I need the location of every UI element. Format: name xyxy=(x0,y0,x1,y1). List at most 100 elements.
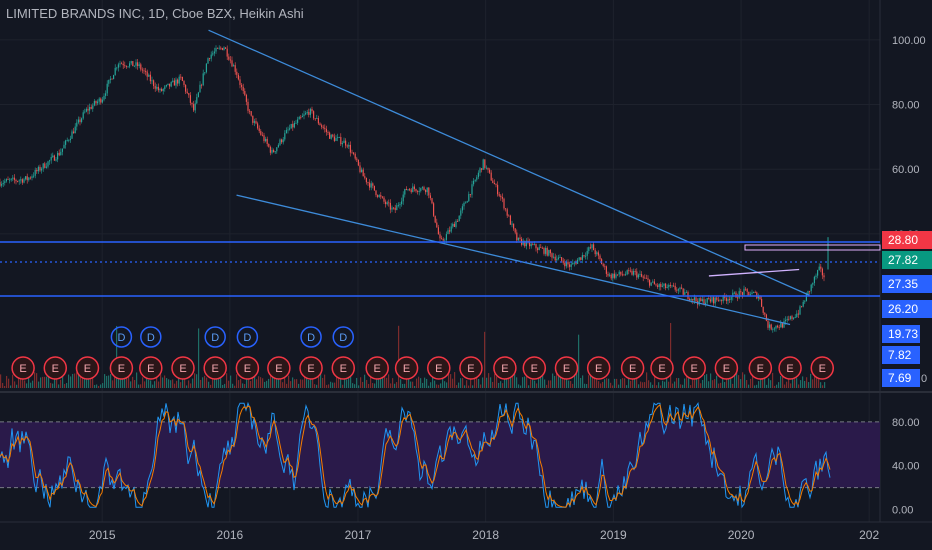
candle-body xyxy=(215,48,217,52)
volume-bar xyxy=(252,375,254,388)
volume-bar xyxy=(664,381,666,388)
candle-body xyxy=(786,318,788,321)
candle-body xyxy=(775,325,777,329)
volume-bar xyxy=(442,375,444,388)
price-label: 26.20 xyxy=(888,302,918,316)
candle-body xyxy=(71,131,73,139)
volume-bar xyxy=(32,380,34,388)
candle-body xyxy=(495,184,497,185)
volume-bar xyxy=(634,374,636,388)
volume-bar xyxy=(148,379,150,388)
candle-body xyxy=(76,122,78,127)
candle-body xyxy=(356,158,358,160)
volume-bar xyxy=(722,377,724,388)
earnings-marker xyxy=(586,356,611,380)
volume-bar xyxy=(488,373,490,388)
volume-bar xyxy=(590,373,592,388)
candle-body xyxy=(761,299,763,307)
candle-body xyxy=(777,325,779,328)
candle-body xyxy=(245,94,247,102)
candle-body xyxy=(797,313,799,315)
candle-body xyxy=(170,81,172,87)
volume-bar xyxy=(214,374,216,388)
volume-bar xyxy=(452,378,454,388)
candle-body xyxy=(794,317,796,318)
earnings-marker xyxy=(459,356,483,380)
candle-body xyxy=(689,298,691,301)
volume-bar xyxy=(286,383,288,388)
candle-body xyxy=(258,128,260,132)
candle-body xyxy=(505,208,507,210)
candle-body xyxy=(455,221,457,227)
candle-body xyxy=(463,202,465,207)
volume-bar xyxy=(290,381,292,388)
volume-bar xyxy=(386,377,388,388)
volume-bar xyxy=(458,382,460,388)
candle-body xyxy=(434,215,436,223)
volume-bar xyxy=(60,379,62,388)
x-tick-label: 2018 xyxy=(472,528,499,542)
candle-body xyxy=(498,194,500,196)
volume-bar xyxy=(256,379,258,388)
candle-body xyxy=(700,298,702,301)
candle-body xyxy=(284,133,286,140)
volume-bar xyxy=(534,380,536,388)
candle-body xyxy=(665,283,667,289)
volume-bar xyxy=(790,383,792,388)
volume-bar xyxy=(476,372,478,388)
earnings-marker-label: E xyxy=(501,363,508,375)
candle-body xyxy=(69,138,71,141)
candle-body xyxy=(50,156,52,161)
candle-body xyxy=(810,284,812,292)
candle-body xyxy=(202,73,204,86)
volume-bar xyxy=(14,381,16,388)
candle-body xyxy=(252,115,254,123)
volume-bar xyxy=(604,379,606,388)
volume-bar xyxy=(374,383,376,388)
volume-bar xyxy=(250,380,252,388)
volume-bar xyxy=(204,375,206,388)
dividend-marker-label: D xyxy=(339,332,347,344)
candle-body xyxy=(428,187,430,196)
candle-body xyxy=(593,244,595,251)
candle-body xyxy=(338,137,340,138)
volume-label-box xyxy=(882,369,920,387)
earnings-marker xyxy=(365,356,389,380)
volume-bar xyxy=(156,374,158,388)
candle-body xyxy=(580,257,582,260)
candle-body xyxy=(525,240,527,247)
candle-body xyxy=(153,80,155,87)
volume-bar xyxy=(244,383,246,388)
volume-bar xyxy=(84,373,86,388)
volume-bar xyxy=(620,379,622,388)
candle-body xyxy=(751,292,753,295)
volume-bar xyxy=(202,377,204,388)
candle-body xyxy=(279,139,281,145)
volume-bar xyxy=(376,372,378,388)
volume-bar xyxy=(694,379,696,388)
candle-body xyxy=(452,223,454,227)
candle-body xyxy=(573,262,575,264)
volume-bar xyxy=(48,377,50,388)
candle-body xyxy=(497,184,499,195)
candle-body xyxy=(191,102,193,105)
candle-body xyxy=(581,255,583,260)
candle-body xyxy=(586,250,588,256)
candle-body xyxy=(178,76,180,84)
candle-body xyxy=(754,292,756,294)
y-tick-label: 60.00 xyxy=(892,164,920,176)
volume-bar xyxy=(626,385,628,388)
volume-bar xyxy=(182,378,184,388)
candle-body xyxy=(399,204,401,206)
volume-bar xyxy=(242,383,244,388)
candle-body xyxy=(658,284,660,287)
volume-bar xyxy=(154,381,156,388)
candle-body xyxy=(188,93,190,96)
volume-bar xyxy=(646,372,648,388)
volume-bar xyxy=(464,385,466,388)
candle-body xyxy=(77,119,79,123)
volume-bar xyxy=(824,382,826,388)
volume-bar xyxy=(540,377,542,388)
candle-body xyxy=(28,177,30,181)
volume-bar xyxy=(778,382,780,388)
